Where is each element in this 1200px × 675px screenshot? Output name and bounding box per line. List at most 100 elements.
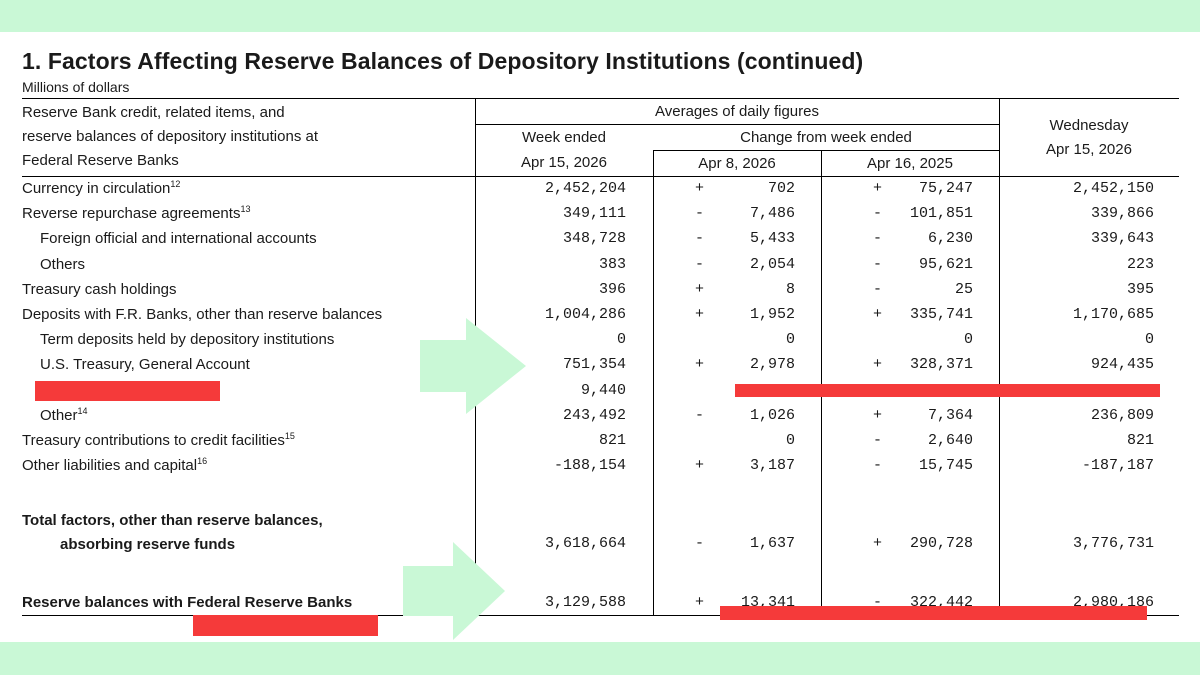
table-row: 9,440 [0, 378, 1200, 403]
change2-value: 2,640 [927, 431, 973, 449]
week-avg-value: 396 [598, 280, 626, 298]
week-avg-value: 348,728 [562, 230, 626, 248]
row-label-text: Deposits with F.R. Banks, other than res… [22, 305, 383, 323]
change1-value: 2,978 [749, 356, 795, 374]
row-label: Deposits with F.R. Banks, other than res… [22, 302, 382, 327]
averages-header: Averages of daily figures [655, 103, 819, 120]
col-divider-3 [821, 150, 822, 615]
change1-sign: - [695, 205, 705, 223]
week-avg-value: 383 [598, 255, 626, 273]
change2-sign: - [873, 255, 883, 273]
wednesday-date: Apr 15, 2026 [1046, 141, 1132, 158]
change1-value: 3,187 [749, 457, 795, 475]
arrow-right-icon [403, 542, 505, 640]
week-avg-value: 349,111 [562, 205, 626, 223]
wednesday-value: 339,866 [1090, 205, 1154, 223]
reserve-change1-sign: + [695, 594, 705, 611]
wednesday-value: 924,435 [1090, 356, 1154, 374]
change-header: Change from week ended [740, 129, 912, 146]
total-change1-sign: - [695, 535, 705, 552]
week-ended-date: Apr 15, 2026 [521, 154, 607, 171]
total-change1-value: 1,637 [749, 535, 795, 552]
change1-sign: - [695, 406, 705, 424]
change1-value: 1,952 [749, 305, 795, 323]
wednesday-value: 236,809 [1090, 406, 1154, 424]
change1-sign: + [695, 180, 705, 197]
row-label-text: Term deposits held by depository institu… [40, 331, 335, 349]
change2-sign: + [873, 305, 883, 323]
week-avg-value: 2,452,204 [544, 180, 626, 197]
table-body: Currency in circulation12 2,452,204 +702 +7… [0, 176, 1200, 478]
change2-sign: - [873, 431, 883, 449]
row-label-header-3: Federal Reserve Banks [22, 152, 179, 169]
change1-value: 5,433 [749, 230, 795, 248]
header-top-rule [22, 98, 1179, 99]
change1-sign: + [695, 356, 705, 374]
change2-value: 95,621 [918, 255, 973, 273]
row-label: Currency in circulation12 [22, 176, 180, 201]
change2-sign: - [873, 280, 883, 298]
reserve-change2-sign: - [873, 594, 883, 611]
row-label: Treasury contributions to credit facilit… [22, 428, 295, 453]
row-label-text: Others [40, 255, 86, 273]
week-avg-value: 821 [598, 431, 626, 449]
footnote-marker: 15 [284, 430, 295, 441]
change2-value: 75,247 [918, 180, 973, 197]
change1-value: 8 [785, 280, 795, 298]
change2-value: 101,851 [909, 205, 973, 223]
wednesday-value: 2,452,150 [1072, 180, 1154, 197]
row-label: U.S. Treasury, General Account [40, 352, 250, 377]
header-bottom-rule [22, 176, 1179, 177]
change1-value: 702 [767, 180, 795, 197]
row-label: Term deposits held by depository institu… [40, 327, 334, 352]
group-rule [475, 124, 999, 125]
change1-value: 0 [785, 431, 795, 449]
table-row: Deposits with F.R. Banks, other than res… [0, 302, 1200, 327]
week-avg-value: 0 [616, 331, 626, 349]
arrow-right-icon [420, 318, 526, 414]
week-ended-header: Week ended [522, 129, 606, 146]
row-label-text: Treasury cash holdings [22, 280, 177, 298]
total-change2-sign: + [873, 535, 883, 552]
row-label-header-1: Reserve Bank credit, related items, and [22, 104, 285, 121]
change-col1-date: Apr 8, 2026 [698, 155, 776, 172]
change1-sign: + [695, 457, 705, 475]
change2-sign: - [873, 205, 883, 223]
row-label: Reverse repurchase agreements13 [22, 201, 250, 226]
total-week-avg: 3,618,664 [544, 535, 626, 552]
table-row: Foreign official and international accou… [0, 226, 1200, 251]
reserve-balances-label: Reserve balances with Federal Reserve Ba… [22, 594, 353, 611]
wednesday-value: 395 [1126, 280, 1154, 298]
table-row: Treasury cash holdings 396 +8 - 25 395 [0, 277, 1200, 302]
row-label: Other liabilities and capital16 [22, 453, 207, 478]
change1-value: 7,486 [749, 205, 795, 223]
table-row: Other liabilities and capital16 -188,154 +… [0, 453, 1200, 478]
units-caption: Millions of dollars [22, 79, 130, 95]
wednesday-value: 821 [1126, 431, 1154, 449]
change-col2-date: Apr 16, 2025 [867, 155, 953, 172]
wednesday-value: 339,643 [1090, 230, 1154, 248]
row-label: Foreign official and international accou… [40, 226, 317, 251]
wednesday-value: 1,170,685 [1072, 305, 1154, 323]
table-row: Reverse repurchase agreements13 349,111 - 7… [0, 201, 1200, 226]
reserve-week-avg: 3,129,588 [544, 594, 626, 611]
change1-sign: - [695, 255, 705, 273]
total-change2-value: 290,728 [909, 535, 973, 552]
table-row: U.S. Treasury, General Account 751,354 +2,… [0, 352, 1200, 377]
total-label-line2: absorbing reserve funds [60, 536, 236, 553]
table-row: Others 383 - 2,054 - 95,621 223 [0, 252, 1200, 277]
wednesday-value: 0 [1144, 331, 1154, 349]
wednesday-value: 223 [1126, 255, 1154, 273]
change2-value: 15,745 [918, 457, 973, 475]
row-label: Others [40, 252, 85, 277]
change1-sign: + [695, 280, 705, 298]
change2-sign: - [873, 230, 883, 248]
change1-sign: - [695, 230, 705, 248]
footnote-marker: 12 [170, 179, 181, 189]
footnote-marker: 13 [240, 204, 251, 215]
change2-value: 335,741 [909, 305, 973, 323]
change-rule [653, 150, 999, 151]
table-row: Other14 243,492 - 1,026 +7,364 236,809 [0, 403, 1200, 428]
row-label: Other14 [40, 403, 88, 428]
change2-value: 328,371 [909, 356, 973, 374]
